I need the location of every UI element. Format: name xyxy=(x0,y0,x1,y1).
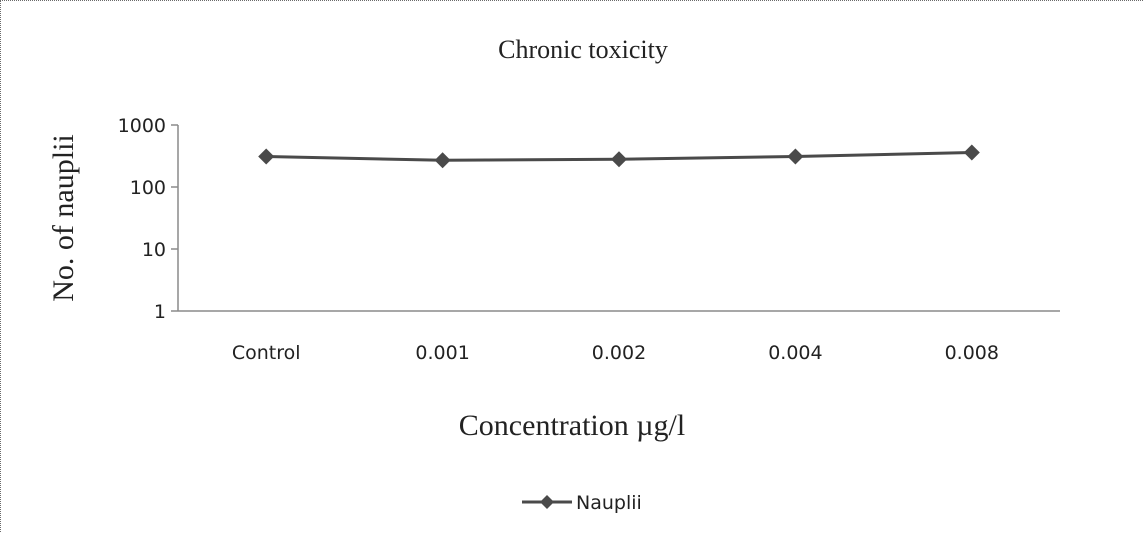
x-tick-label: 0.001 xyxy=(415,342,469,364)
chart-title: Chronic toxicity xyxy=(498,35,668,64)
y-tick-label: 1 xyxy=(154,301,166,323)
y-tick-label: 10 xyxy=(142,239,166,261)
legend-marker xyxy=(540,495,554,509)
x-tick-label: 0.002 xyxy=(592,342,646,364)
data-point-marker xyxy=(434,152,451,169)
series-group xyxy=(258,144,980,169)
y-axis-label: No. of nauplii xyxy=(47,134,80,301)
legend-label-nauplii: Nauplii xyxy=(576,492,642,514)
data-point-marker xyxy=(611,151,627,168)
legend: Nauplii xyxy=(522,492,642,514)
y-tick-group: 1 10 100 1000 xyxy=(118,115,178,323)
data-point-marker xyxy=(258,148,275,165)
x-tick-label: 0.004 xyxy=(768,342,822,364)
x-tick-label: 0.008 xyxy=(945,342,999,364)
data-point-marker xyxy=(963,144,980,161)
data-point-marker xyxy=(787,148,804,165)
x-axis-label: Concentration µg/l xyxy=(459,409,685,442)
x-tick-group: Control 0.001 0.002 0.004 0.008 xyxy=(232,342,999,364)
x-tick-label: Control xyxy=(232,342,301,364)
y-tick-label: 100 xyxy=(130,177,166,199)
y-tick-label: 1000 xyxy=(118,115,166,137)
